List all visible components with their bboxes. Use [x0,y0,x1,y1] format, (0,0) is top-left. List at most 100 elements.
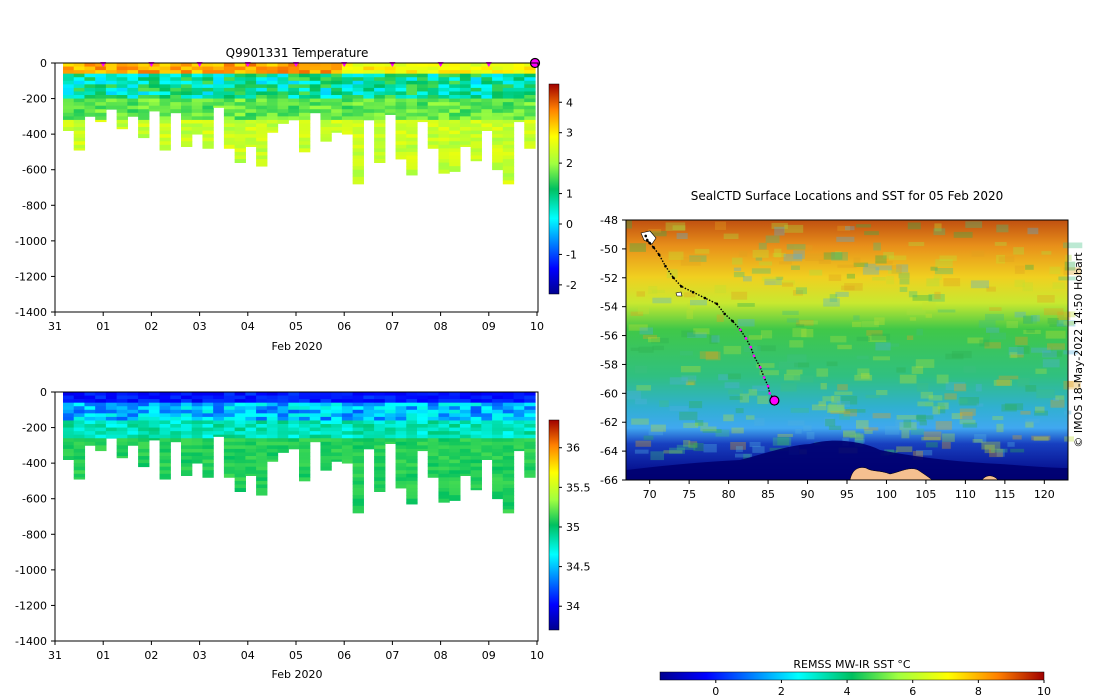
data-cell [256,70,268,75]
data-cell [352,151,364,156]
data-cell [481,402,493,407]
data-cell [470,434,482,439]
data-cell [331,116,343,121]
sst-texture-patch [784,374,801,381]
data-cell [374,424,386,428]
data-cell [449,73,461,78]
data-cell [277,395,289,400]
data-cell [384,73,397,78]
sst-texture-patch [958,398,968,404]
data-cell [395,473,407,478]
data-cell [341,395,354,400]
data-cell [417,63,429,67]
data-cell [245,424,257,428]
data-cell [148,63,161,67]
sst-texture-patch [794,362,810,368]
sst-texture-patch [635,440,652,447]
sst-texture-patch [1056,320,1076,327]
heard-island [675,291,683,297]
sst-texture-patch [901,430,910,439]
data-cell [374,402,386,407]
data-cell [202,77,214,82]
data-cell [213,431,225,436]
data-cell [266,105,279,110]
sst-texture-patch [639,327,653,335]
sst-texture-patch [1026,329,1035,333]
data-cell [309,402,322,407]
data-cell [245,73,257,78]
data-cell [395,66,407,71]
data-cell [159,466,171,471]
data-cell [73,77,86,82]
map-x-tick-label: 75 [682,488,696,501]
data-cell [234,70,246,75]
data-cell [406,409,418,414]
sst-texture-patch [782,282,794,287]
data-cell [374,73,386,78]
salinity-panel: 0-200-400-600-800-1000-1200-1400 31 01 02 0… [15,386,590,681]
sst-texture-patch [809,269,823,276]
data-cell [374,441,386,446]
data-cell [470,95,482,99]
data-cell [127,105,139,110]
colorbar-tick-label: 0 [566,218,573,231]
data-cell [438,116,450,121]
data-cell [427,413,440,418]
data-cell [470,413,482,418]
data-cell [202,473,214,478]
data-cell [299,456,311,460]
data-cell [331,127,343,131]
data-cell [438,109,450,114]
data-cell [138,420,150,425]
sst-texture-patch [837,264,857,268]
data-cell [502,416,515,421]
sst-texture-patch [795,287,807,295]
data-cell [341,73,354,78]
data-cell [341,427,354,432]
data-cell [245,431,257,436]
sst-texture-patch [934,291,941,300]
data-cell [159,431,171,436]
data-cell [438,73,450,78]
data-cell [449,491,461,496]
temperature-colorbar [548,83,560,295]
data-cell [459,448,472,453]
sst-texture-patch [723,414,734,422]
data-cell [148,105,161,110]
data-cell [502,452,515,457]
sst-texture-patch [891,265,902,274]
data-cell [245,427,257,432]
data-cell [159,420,171,425]
data-cell [384,105,397,110]
sst-texture-patch [933,228,946,236]
sst-texture-patch [928,294,945,302]
data-cell [459,463,472,468]
data-cell [299,392,311,396]
data-cell [524,452,536,457]
data-cell [299,87,311,92]
sst-texture-patch [755,257,763,261]
data-cell [234,137,246,142]
data-cell [223,406,236,411]
data-cell [266,416,279,421]
data-cell [256,395,268,400]
data-cell [288,395,300,400]
data-cell [417,105,429,110]
data-cell [341,63,354,67]
data-cell [341,452,354,457]
data-cell [181,463,193,468]
data-cell [438,66,450,71]
data-cell [202,80,214,85]
data-cell [159,402,171,407]
data-cell [181,123,193,128]
data-cell [309,395,322,400]
data-cell [309,95,322,99]
data-cell [470,409,482,414]
data-cell [492,434,504,439]
sst-texture-patch [1041,251,1052,255]
data-cell [266,77,279,82]
data-cell [427,87,440,92]
data-cell [417,119,429,123]
data-cell [170,424,182,428]
data-cell [417,448,429,452]
